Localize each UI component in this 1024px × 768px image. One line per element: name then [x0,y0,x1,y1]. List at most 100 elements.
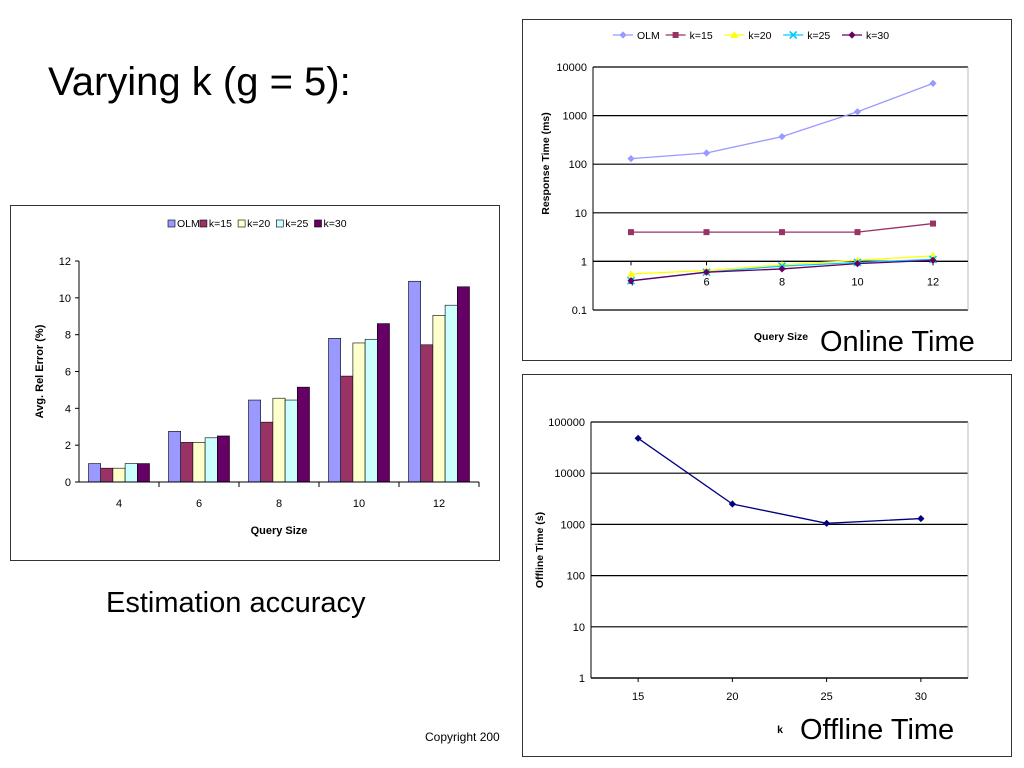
y-tick-label-1: 10 [573,622,585,634]
legend-label-4: k=30 [866,30,889,42]
bar-k30-10 [376,323,390,483]
legend-label-4: k=30 [324,218,347,230]
legend-label-3: k=25 [807,30,830,42]
series-line-OLM [630,82,934,160]
bar-k15-6 [180,442,194,483]
legend-label-3: k=25 [285,218,308,230]
bar-k25-6 [204,437,218,483]
legend-label-2: k=20 [748,30,771,42]
point-k30-0 [627,277,635,285]
point-k20-3 [853,256,862,264]
point-OLM-4 [929,79,937,87]
x-tick-label-3: 30 [915,691,927,703]
point-OLM-1 [702,149,711,157]
slide-title: Varying k (g = 5): [48,60,351,104]
y-tick-label-4: 8 [65,330,71,342]
bar-OLM-4 [88,463,101,483]
y-tick-label-3: 6 [65,367,71,379]
y-tick-label-4: 10000 [554,468,585,480]
bar-k15-8 [260,421,274,483]
legend-swatch-0 [167,219,176,228]
point-OLM-0 [627,155,635,163]
legend-label-1: k=15 [209,218,232,230]
point-k20-0 [627,270,635,278]
legend-swatch-4 [314,219,322,228]
bar-k25-12 [444,304,458,483]
y-tick-label-4: 1000 [563,111,587,123]
bar-k25-10 [364,338,378,483]
y-axis-title: Avg. Rel Error (%) [34,324,46,418]
y-tick-label-0: 0.1 [572,305,587,317]
legend-label-0: OLM [637,30,660,42]
bar-OLM-12 [408,280,421,483]
point-k15-4 [930,220,936,227]
bar-k15-10 [340,375,354,483]
bar-k20-12 [432,315,446,483]
point-k15-0 [628,229,634,236]
legend-marker-1 [672,32,679,38]
bar-OLM-8 [248,399,261,483]
point-OLM-2 [778,132,786,141]
point-main-3 [917,514,925,523]
series-line-main [637,437,921,524]
x-tick-label-2: 8 [276,498,282,510]
x-tick-label-0: 4 [116,498,122,510]
x-tick-label-1: 6 [196,498,202,510]
point-main-2 [823,519,831,527]
bar-k30-6 [217,435,230,483]
x-axis-title: Query Size [251,525,308,537]
y-axis-title: Offline Time (s) [534,512,546,588]
caption-online-time: Online Time [820,326,975,358]
y-tick-label-5: 100000 [548,417,585,429]
x-axis-title: Query Size [754,331,808,343]
y-tick-label-0: 0 [65,477,71,489]
x-tick-label-1: 20 [726,691,738,703]
y-tick-label-0: 1 [579,673,585,685]
bar-k30-4 [137,463,150,483]
offline-time-chart-svg: 1 10 100 1000 10000 100000 15 20 25 30 k Offline Ti… [534,417,969,736]
x-tick-label-4: 12 [927,276,939,288]
y-axis-title: Response Time (ms) [540,112,552,215]
legend-swatch-1 [199,219,208,228]
online-time-chart-svg: OLMk=15k=20k=25k=300.1110100100010000468… [540,30,969,343]
y-tick-label-1: 2 [65,440,71,452]
accuracy-chart: OLM k=15 k=20 k=25 k=30 0 2 4 6 8 10 12 4 6 8 10 12 Query… [10,205,500,561]
bar-k30-8 [296,386,310,483]
bar-k20-8 [272,397,286,483]
point-k30-2 [778,265,786,273]
x-tick-label-1: 6 [703,276,709,288]
bar-k15-4 [100,467,114,483]
bar-k20-10 [352,342,366,483]
bar-k20-6 [192,442,206,483]
offline-time-chart: 1 10 100 1000 10000 100000 15 20 25 30 k Offline Ti… [522,374,1012,757]
legend-label-2: k=20 [247,218,270,230]
y-tick-label-5: 10000 [556,62,587,74]
accuracy-chart-svg: OLM k=15 k=20 k=25 k=30 0 2 4 6 8 10 12 4 6 8 10 12 Query… [34,218,480,537]
online-time-chart: OLMk=15k=20k=25k=300.1110100100010000468… [522,19,1012,361]
caption-estimation-accuracy: Estimation accuracy [106,587,366,619]
point-main-0 [634,434,642,442]
y-tick-label-3: 100 [569,159,587,171]
bar-k15-12 [420,344,434,483]
point-k15-1 [703,229,710,236]
legend-marker-0 [619,31,627,39]
legend-marker-3 [789,30,798,40]
legend-label-1: k=15 [690,30,713,42]
x-tick-label-3: 10 [851,276,863,288]
caption-offline-time: Offline Time [800,714,955,746]
x-tick-label-0: 15 [632,691,644,703]
legend-swatch-2 [237,219,246,228]
legend-marker-4 [848,31,856,39]
bar-OLM-6 [168,431,181,483]
x-tick-label-3: 10 [353,498,365,510]
legend-swatch-3 [275,219,284,228]
x-tick-label-2: 8 [779,276,785,288]
copyright-text: Copyright 200 [425,730,500,744]
bar-k20-4 [112,467,126,483]
x-axis-title: k [777,724,783,736]
bar-OLM-10 [328,338,341,483]
point-OLM-3 [853,108,862,116]
bar-k25-8 [284,399,298,483]
y-tick-label-6: 12 [59,256,71,268]
y-tick-label-3: 1000 [561,519,585,531]
